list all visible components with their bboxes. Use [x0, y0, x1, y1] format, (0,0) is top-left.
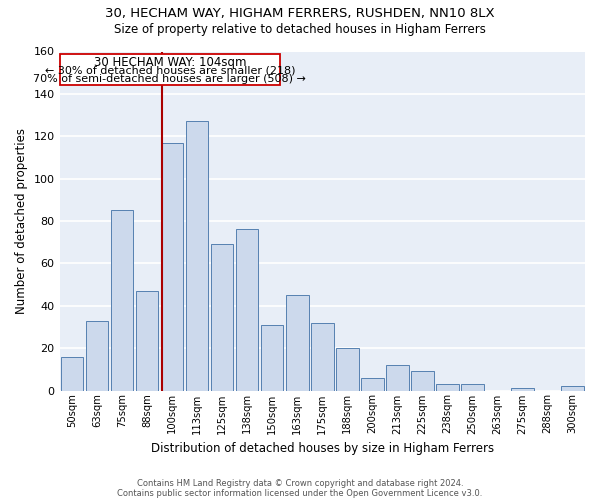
Bar — [286, 295, 308, 390]
Bar — [186, 122, 208, 390]
Bar — [161, 142, 184, 390]
Bar — [61, 356, 83, 390]
Text: Contains public sector information licensed under the Open Government Licence v3: Contains public sector information licen… — [118, 488, 482, 498]
Y-axis label: Number of detached properties: Number of detached properties — [15, 128, 28, 314]
Text: Size of property relative to detached houses in Higham Ferrers: Size of property relative to detached ho… — [114, 22, 486, 36]
X-axis label: Distribution of detached houses by size in Higham Ferrers: Distribution of detached houses by size … — [151, 442, 494, 455]
Bar — [386, 365, 409, 390]
FancyBboxPatch shape — [60, 54, 280, 86]
Bar — [236, 230, 259, 390]
Bar — [511, 388, 534, 390]
Bar — [211, 244, 233, 390]
Bar — [86, 320, 109, 390]
Bar — [361, 378, 383, 390]
Bar — [261, 325, 283, 390]
Bar — [561, 386, 584, 390]
Bar — [411, 372, 434, 390]
Bar — [461, 384, 484, 390]
Text: ← 30% of detached houses are smaller (218): ← 30% of detached houses are smaller (21… — [44, 66, 295, 76]
Text: Contains HM Land Registry data © Crown copyright and database right 2024.: Contains HM Land Registry data © Crown c… — [137, 478, 463, 488]
Text: 30 HECHAM WAY: 104sqm: 30 HECHAM WAY: 104sqm — [94, 56, 246, 69]
Bar — [336, 348, 359, 391]
Text: 70% of semi-detached houses are larger (508) →: 70% of semi-detached houses are larger (… — [34, 74, 307, 85]
Bar — [311, 322, 334, 390]
Text: 30, HECHAM WAY, HIGHAM FERRERS, RUSHDEN, NN10 8LX: 30, HECHAM WAY, HIGHAM FERRERS, RUSHDEN,… — [105, 8, 495, 20]
Bar — [436, 384, 458, 390]
Bar — [111, 210, 133, 390]
Bar — [136, 291, 158, 390]
